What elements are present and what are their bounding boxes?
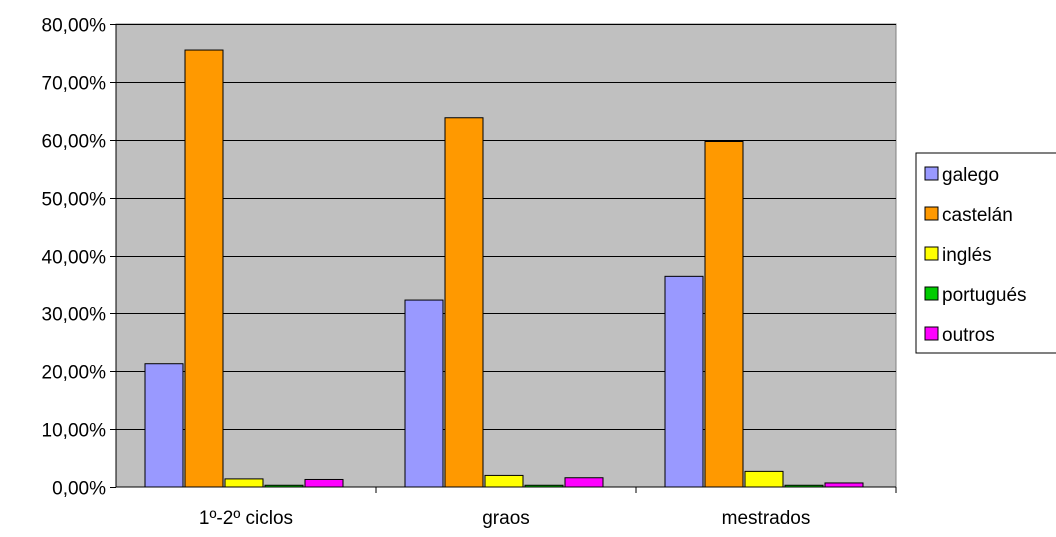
bar-inglés [484, 474, 524, 488]
legend-label: portugués [942, 285, 1027, 306]
y-tick-label: 20,00% [42, 363, 107, 384]
y-tick-label: 60,00% [42, 132, 107, 153]
y-tick-label: 40,00% [42, 248, 107, 269]
bar-castelán [444, 117, 484, 488]
bar-inglés [744, 470, 784, 488]
legend-label: galego [942, 165, 999, 186]
bar-castelán [704, 140, 744, 488]
legend-box [915, 152, 1056, 354]
plot-area [115, 23, 897, 488]
bar-inglés [224, 478, 264, 488]
y-tick-label: 0,00% [52, 479, 106, 500]
x-tick-label: mestrados [722, 508, 811, 529]
legend-swatch-portugués [924, 286, 939, 301]
bar-outros [304, 478, 344, 488]
bar-galego [144, 363, 184, 488]
x-tick-label: 1º-2º ciclos [199, 508, 293, 529]
bar-galego [664, 275, 704, 488]
bars [144, 49, 864, 488]
x-axis-ticks: 1º-2º ciclos graos mestrados [199, 487, 897, 529]
legend-label: castelán [942, 205, 1013, 226]
gridlines [116, 24, 896, 430]
bar-galego [404, 299, 444, 488]
legend-label: outros [942, 325, 995, 346]
y-tick-label: 10,00% [42, 421, 107, 442]
legend-swatch-inglés [924, 246, 939, 261]
y-tick-label: 80,00% [42, 16, 107, 37]
y-axis-ticks: 0,00% 10,00% 20,00% 30,00% 40,00% 50,00% 60,00… [42, 16, 116, 500]
bar-outros [824, 482, 864, 488]
legend-swatch-outros [924, 326, 939, 341]
legend-swatch-castelán [924, 206, 939, 221]
bar-castelán [184, 49, 224, 488]
y-tick-label: 70,00% [42, 74, 107, 95]
legend-swatch-galego [924, 166, 939, 181]
legend-label: inglés [942, 245, 992, 266]
y-tick-label: 30,00% [42, 305, 107, 326]
bar-outros [564, 477, 604, 488]
legend: galego castelán inglés portugués outros [915, 152, 1056, 354]
x-tick-label: graos [482, 508, 530, 529]
y-tick-label: 50,00% [42, 190, 107, 211]
